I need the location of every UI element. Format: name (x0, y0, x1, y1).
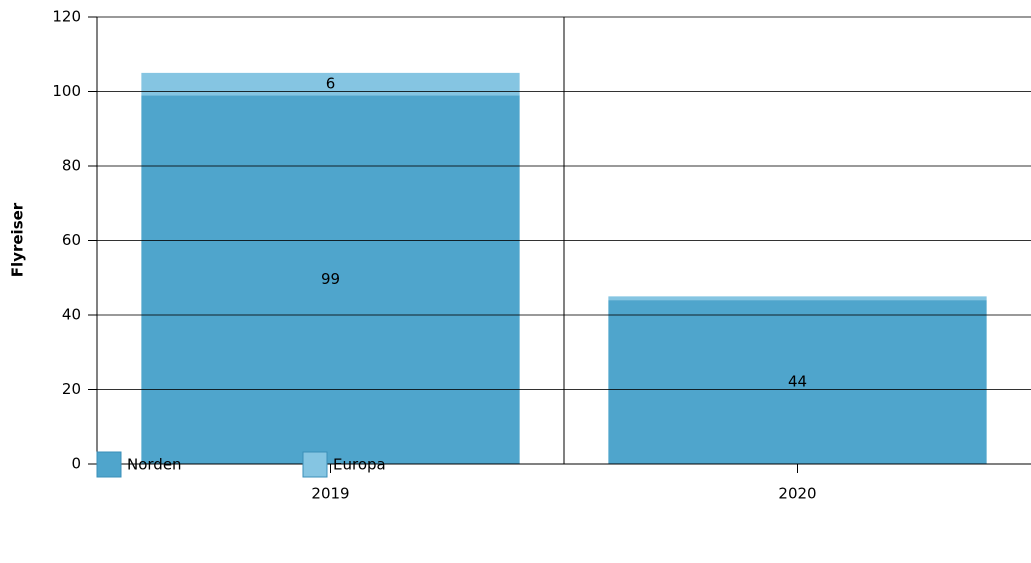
data-label: 6 (326, 75, 336, 93)
data-label: 44 (788, 373, 807, 391)
y-tick-label: 120 (52, 8, 81, 26)
y-axis-label: Flyreiser (9, 202, 27, 277)
bar-segment (141, 95, 520, 464)
y-tick-label: 20 (62, 380, 81, 398)
y-tick-label: 40 (62, 306, 81, 324)
legend-label: Europa (333, 456, 386, 474)
legend-label: Norden (127, 456, 182, 474)
x-tick-label: 2020 (778, 485, 816, 503)
bar-segment (141, 72, 520, 96)
legend-swatch (302, 451, 328, 478)
y-tick-label: 0 (71, 455, 81, 473)
legend-swatch (96, 451, 122, 478)
y-tick-label: 60 (62, 231, 81, 249)
y-tick-label: 100 (52, 82, 81, 100)
data-label: 99 (321, 270, 340, 288)
bar-segment (608, 296, 987, 301)
bar-segment (608, 300, 987, 464)
y-tick-label: 80 (62, 157, 81, 175)
x-tick-label: 2019 (311, 485, 349, 503)
